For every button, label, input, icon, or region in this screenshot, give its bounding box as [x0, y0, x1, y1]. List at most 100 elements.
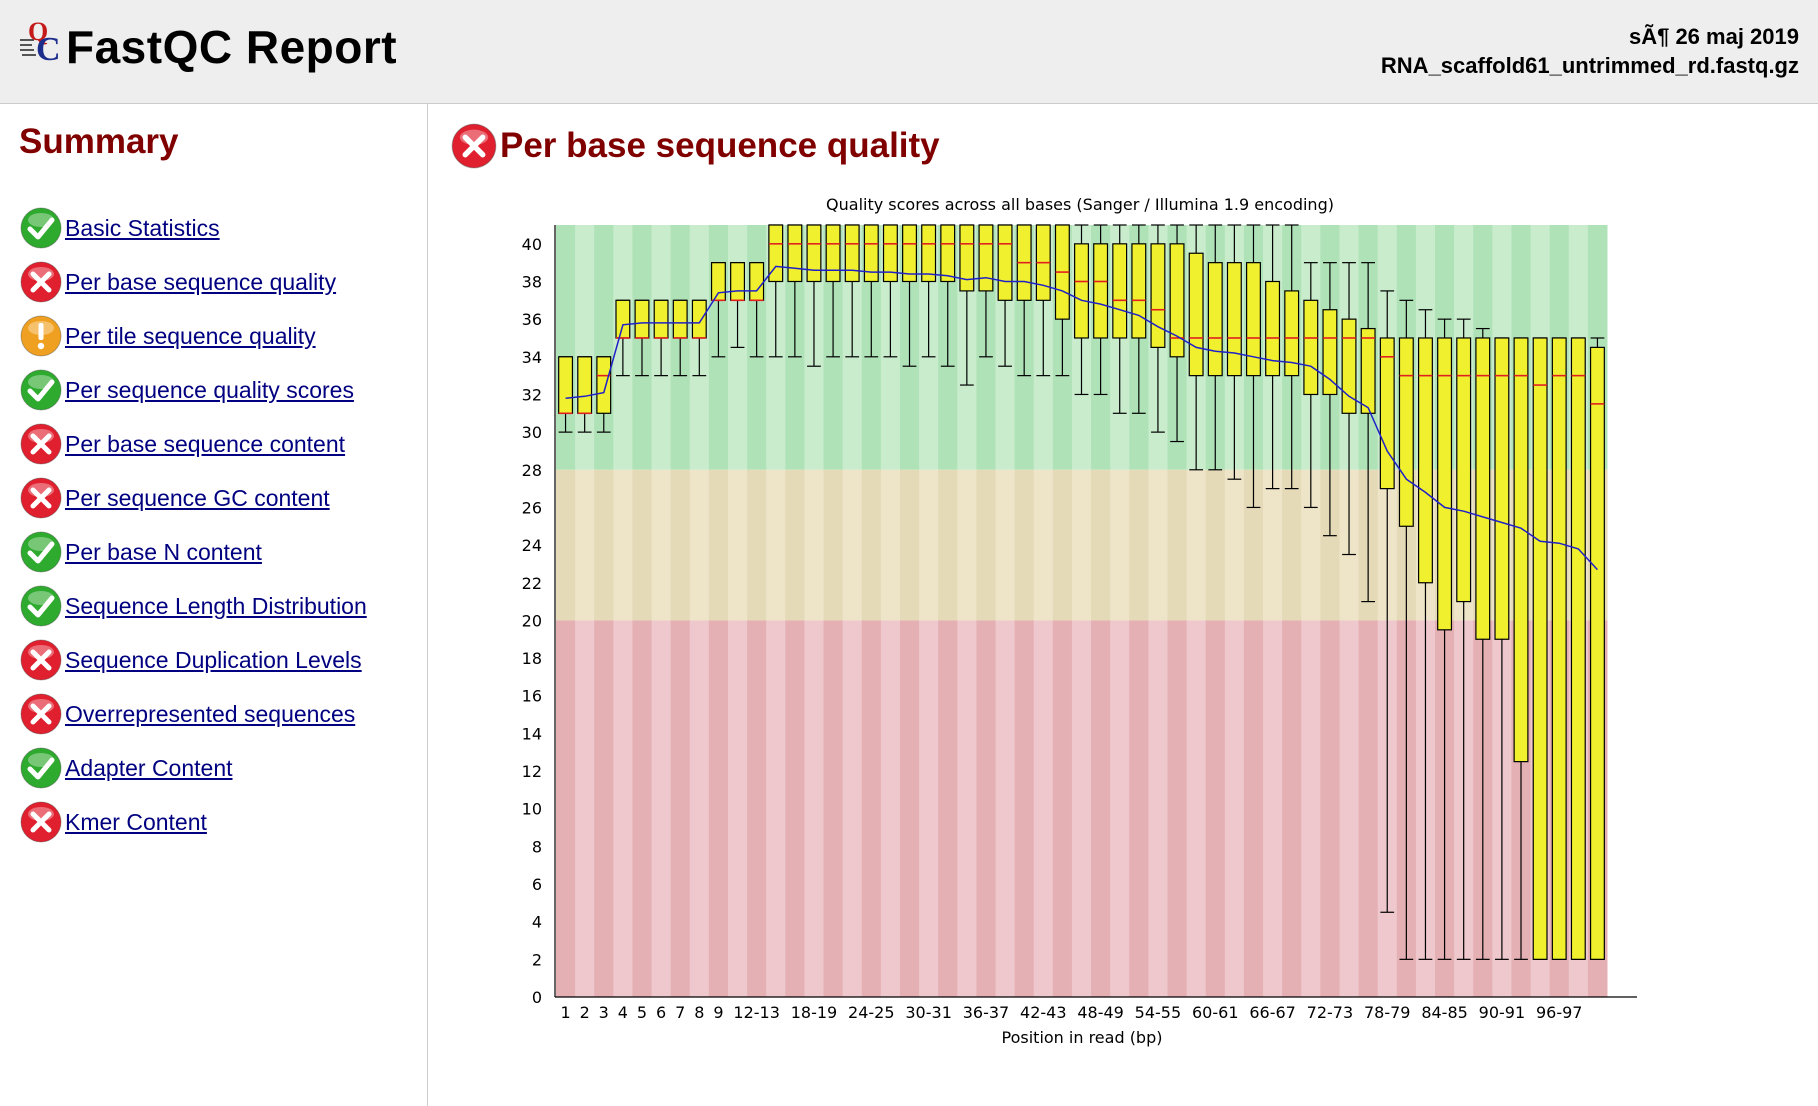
- iqr-box: [1532, 337, 1548, 960]
- x-tick-label: 1: [560, 1003, 570, 1022]
- module-link-per-base-sequence-quality[interactable]: Per base sequence quality: [65, 268, 337, 295]
- iqr-box: [672, 299, 688, 339]
- iqr-box: [1112, 243, 1128, 339]
- zone-warn-band: [1263, 469, 1283, 621]
- pass-status-icon: [19, 584, 63, 628]
- y-tick-label: 4: [532, 913, 542, 932]
- box-9: [710, 262, 726, 358]
- fail-status-icon: [19, 800, 63, 844]
- box-48-49: [1093, 224, 1109, 396]
- module-item-per-base-n-content: Per base N content: [19, 525, 367, 579]
- iqr-box: [577, 356, 593, 414]
- box-82-83: [1417, 309, 1433, 960]
- svg-text:Q: Q: [28, 17, 48, 46]
- zone-bad-band: [632, 620, 653, 997]
- module-link-basic-statistics[interactable]: Basic Statistics: [65, 214, 220, 241]
- box-94-95: [1532, 337, 1548, 960]
- zone-warn-band: [689, 469, 710, 621]
- box-3: [596, 356, 612, 433]
- x-tick-label: 8: [694, 1003, 704, 1022]
- x-tick-label: 30-31: [905, 1003, 952, 1022]
- iqr-box: [940, 224, 956, 283]
- zone-warn-band: [727, 469, 748, 621]
- fail-status-icon: [19, 692, 63, 736]
- module-link-overrepresented-sequences[interactable]: Overrepresented sequences: [65, 700, 356, 727]
- zone-warn-band: [804, 469, 825, 621]
- zone-bad-band: [1052, 620, 1073, 997]
- module-link-per-sequence-quality-scores[interactable]: Per sequence quality scores: [65, 376, 354, 403]
- module-item-overrepresented-sequences: Overrepresented sequences: [19, 687, 367, 741]
- y-tick-label: 36: [522, 310, 542, 329]
- y-tick-label: 22: [522, 574, 542, 593]
- box-36-37: [978, 224, 994, 358]
- module-link-per-sequence-gc-content[interactable]: Per sequence GC content: [65, 484, 330, 511]
- y-tick-label: 40: [522, 235, 542, 254]
- x-tick-label: 7: [675, 1003, 685, 1022]
- box-46-47: [1074, 224, 1089, 396]
- iqr-box: [596, 356, 612, 414]
- box-86-87: [1456, 318, 1472, 960]
- x-tick-label: 96-97: [1536, 1003, 1583, 1022]
- zone-bad-band: [1110, 620, 1130, 997]
- x-tick-label: 18-19: [791, 1003, 838, 1022]
- pass-status-icon: [19, 530, 63, 574]
- zone-bad-band: [613, 620, 633, 997]
- zone-bad-band: [651, 620, 672, 997]
- module-item-kmer-content: Kmer Content: [19, 795, 367, 849]
- zone-warn-band: [556, 469, 576, 621]
- zone-bad-band: [670, 620, 691, 997]
- box-20-21: [825, 224, 841, 358]
- zone-warn-band: [670, 469, 691, 621]
- box-32-33: [940, 224, 956, 367]
- zone-bad-band: [1091, 620, 1111, 997]
- module-item-basic-statistics: Basic Statistics: [19, 201, 367, 255]
- report-filename: RNA_scaffold61_untrimmed_rd.fastq.gz: [1380, 53, 1799, 78]
- module-link-per-base-n-content[interactable]: Per base N content: [65, 538, 262, 565]
- iqr-box: [1265, 280, 1281, 377]
- zone-warn-band: [880, 469, 901, 621]
- box-66-67: [1265, 224, 1281, 490]
- box-72-73: [1322, 262, 1338, 537]
- zone-warn-band: [708, 469, 729, 621]
- x-tick-label: 2: [580, 1003, 590, 1022]
- iqr-box: [882, 224, 898, 283]
- y-tick-label: 8: [532, 837, 542, 856]
- x-tick-label: 84-85: [1421, 1003, 1468, 1022]
- iqr-box: [1074, 243, 1089, 339]
- module-link-sequence-duplication-levels[interactable]: Sequence Duplication Levels: [65, 646, 362, 673]
- y-tick-label: 34: [522, 348, 542, 367]
- box-50-51: [1112, 224, 1128, 414]
- zone-bad-band: [880, 620, 901, 997]
- zone-bad-band: [1358, 620, 1379, 997]
- module-link-adapter-content[interactable]: Adapter Content: [65, 754, 233, 781]
- x-tick-label: 5: [637, 1003, 647, 1022]
- box-6: [653, 299, 669, 377]
- module-link-per-base-sequence-content[interactable]: Per base sequence content: [65, 430, 346, 457]
- zone-warn-band: [1186, 469, 1207, 621]
- zone-warn-band: [1167, 469, 1188, 621]
- y-tick-label: 30: [522, 423, 542, 442]
- iqr-box: [749, 262, 765, 301]
- module-link-per-tile-sequence-quality[interactable]: Per tile sequence quality: [65, 322, 316, 349]
- module-link-kmer-content[interactable]: Kmer Content: [65, 808, 207, 835]
- iqr-box: [1131, 243, 1147, 339]
- box-1: [558, 356, 574, 433]
- box-42-43: [1035, 224, 1051, 377]
- zone-warn-band: [575, 469, 595, 621]
- box-44-45: [1054, 224, 1070, 377]
- iqr-box: [1246, 262, 1261, 377]
- pass-status-icon: [19, 368, 63, 412]
- module-link-sequence-length-distribution[interactable]: Sequence Length Distribution: [65, 592, 367, 619]
- fail-status-icon: [450, 122, 498, 170]
- zone-warn-band: [1071, 469, 1092, 621]
- y-tick-label: 20: [522, 611, 542, 630]
- zone-warn-band: [861, 469, 882, 621]
- zone-bad-band: [976, 620, 997, 997]
- iqr-box: [1093, 243, 1109, 339]
- box-78-79: [1379, 290, 1395, 913]
- x-tick-label: 12-13: [733, 1003, 780, 1022]
- zone-bad-band: [1014, 620, 1035, 997]
- zone-warn-band: [613, 469, 633, 621]
- iqr-box: [1207, 262, 1223, 377]
- y-tick-label: 16: [522, 687, 542, 706]
